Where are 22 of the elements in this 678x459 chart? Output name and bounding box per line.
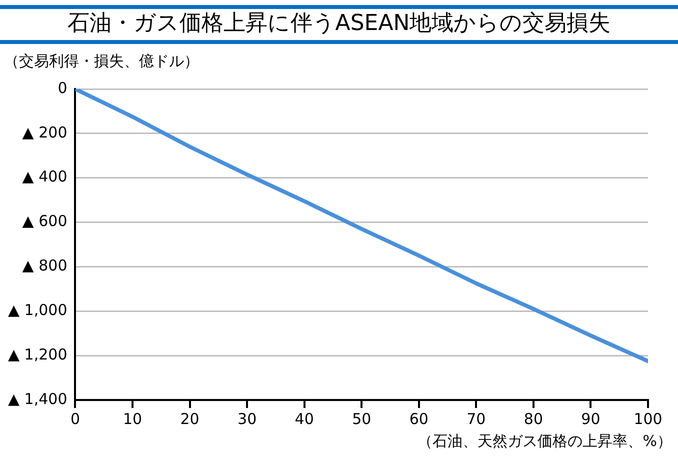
x-tick-label: 80 [524, 410, 543, 428]
y-tick-label: ▲ 400 [22, 168, 68, 186]
x-axis-title: （石油、天然ガス価格の上昇率、%） [418, 432, 672, 451]
x-tick-label: 0 [70, 410, 80, 428]
x-tick-label: 20 [180, 410, 200, 428]
y-tick-label: ▲ 600 [22, 212, 68, 230]
y-axis-title: （交易利得・損失、億ドル） [4, 52, 199, 71]
x-tick-label: 70 [466, 410, 486, 428]
y-tick-label: ▲ 1,000 [8, 301, 68, 320]
y-tick-label: ▲ 200 [22, 123, 68, 142]
x-tick-label: 60 [409, 410, 428, 428]
y-tick-label: ▲ 1,400 [8, 390, 68, 408]
x-tick-label: 100 [634, 410, 662, 428]
x-tick-label: 10 [122, 410, 142, 428]
chart-title: 石油・ガス価格上昇に伴うASEAN地域からの交易損失 [66, 10, 612, 38]
y-tick-label: 0 [58, 78, 68, 97]
x-tick-label: 90 [581, 410, 600, 428]
x-tick-label: 50 [352, 410, 372, 428]
y-tick-label: ▲ 1,200 [8, 345, 68, 364]
x-tick-label: 30 [238, 410, 257, 428]
y-tick-label: ▲ 800 [22, 256, 68, 275]
x-tick-label: 40 [294, 410, 314, 428]
